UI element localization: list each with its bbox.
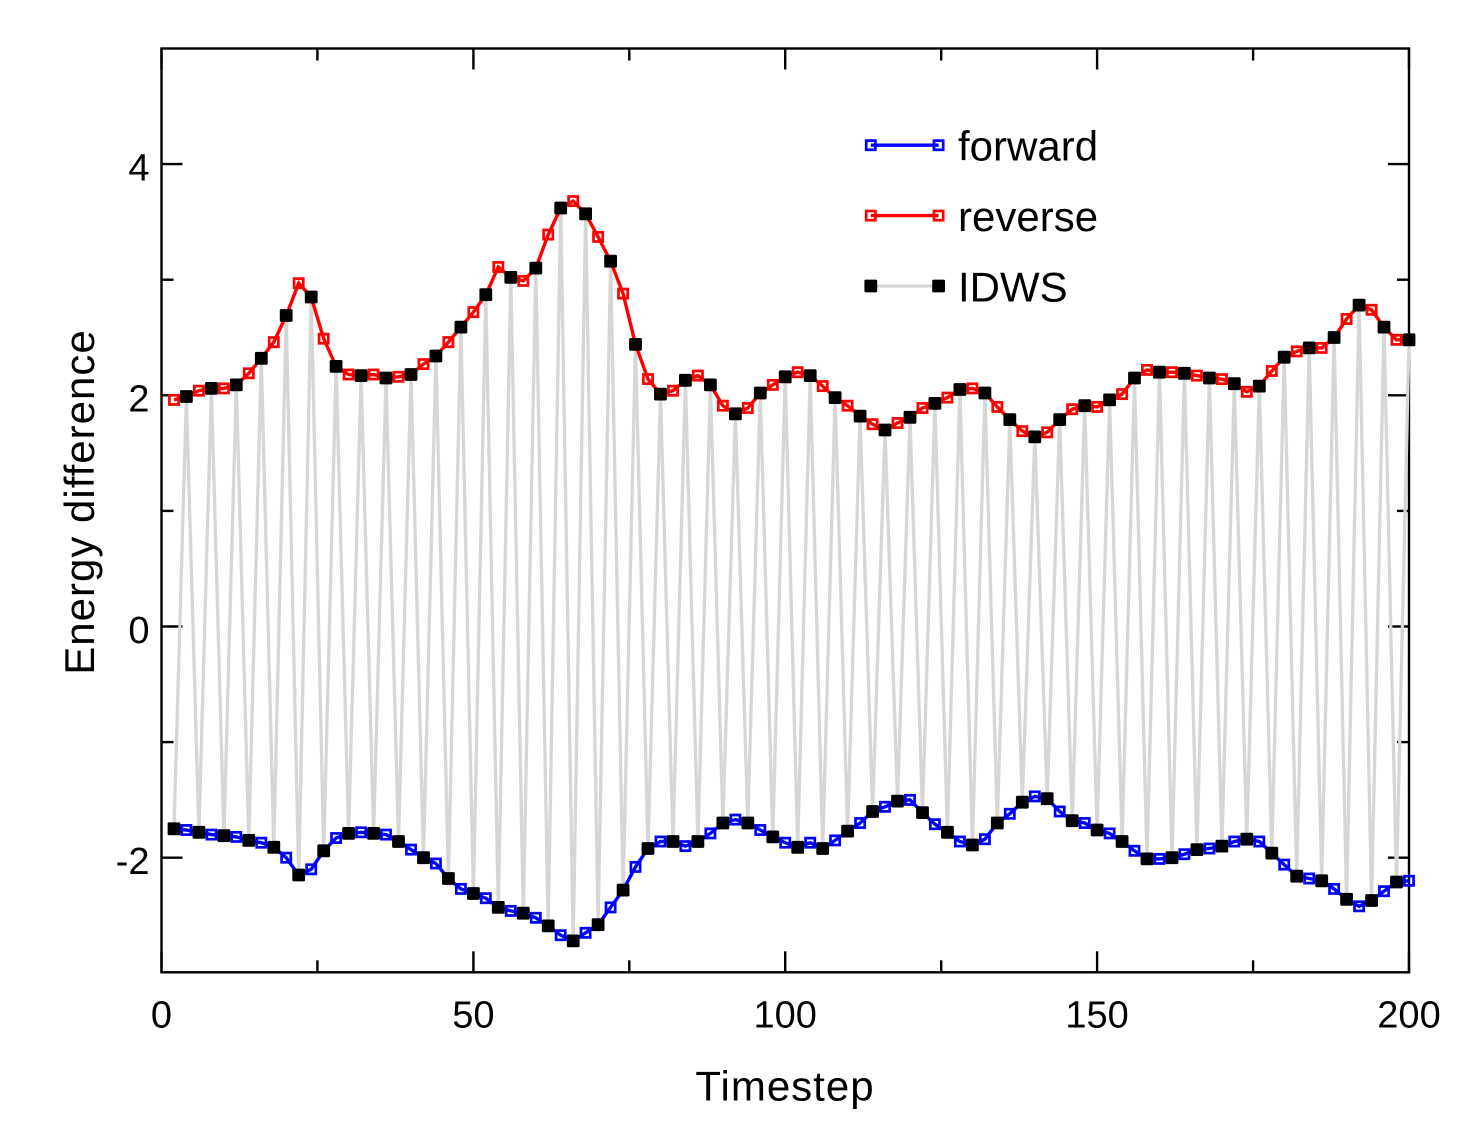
svg-text:50: 50 (452, 995, 494, 1037)
svg-text:0: 0 (151, 995, 172, 1037)
svg-text:100: 100 (753, 995, 816, 1037)
svg-text:200: 200 (1377, 995, 1440, 1037)
svg-text:forward: forward (958, 123, 1098, 170)
svg-text:Timestep: Timestep (695, 1063, 874, 1110)
svg-text:reverse: reverse (958, 193, 1098, 240)
svg-text:IDWS: IDWS (958, 263, 1068, 310)
svg-text:Energy difference: Energy difference (56, 329, 103, 674)
svg-text:150: 150 (1065, 995, 1128, 1037)
svg-text:-2: -2 (116, 841, 150, 883)
svg-text:4: 4 (128, 147, 149, 189)
svg-text:0: 0 (128, 610, 149, 652)
svg-text:2: 2 (128, 379, 149, 421)
